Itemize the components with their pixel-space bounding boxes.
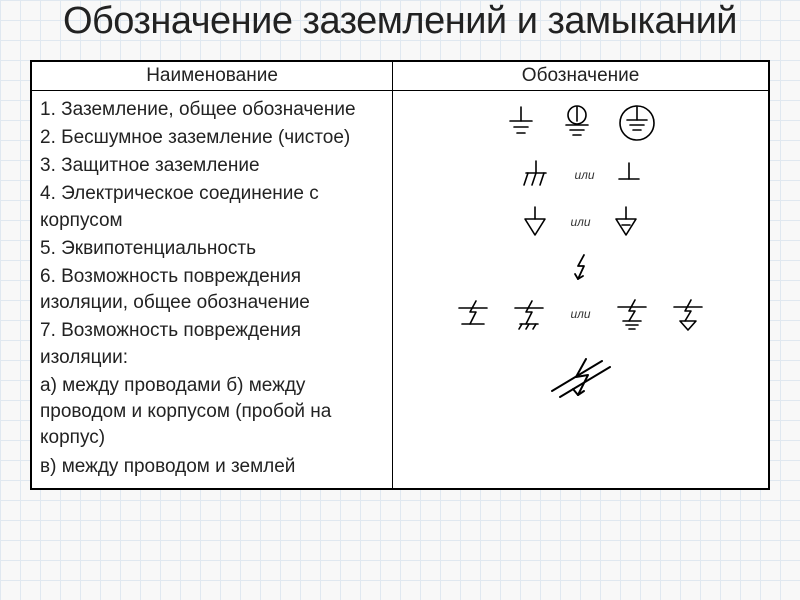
protective-earth-open-icon — [520, 205, 550, 239]
item-5: 5. Эквипотенциальность — [40, 236, 384, 262]
ili-label-5: или — [570, 307, 590, 321]
item-7: 7. Возможность повреждения изоляции: — [40, 318, 384, 370]
ground-circle-enclosed-icon — [615, 101, 659, 145]
symbol-row-3: или — [401, 205, 760, 239]
item-1: 1. Заземление, общее обозначение — [40, 97, 384, 123]
item-3: 3. Защитное заземление — [40, 153, 384, 179]
fault-general-b-icon — [512, 298, 546, 330]
equipotential-icon — [570, 253, 592, 283]
ground-general-icon — [503, 105, 539, 141]
item-6: 6. Возможность повреждения изоляции, общ… — [40, 264, 384, 316]
names-cell: 1. Заземление, общее обозначение 2. Бесш… — [31, 90, 393, 489]
symbol-row-4 — [401, 253, 760, 283]
fault-between-wires-icon — [546, 349, 616, 405]
chassis-bar-icon — [615, 161, 643, 189]
fault-general-c-icon — [615, 297, 649, 331]
symbol-row-1 — [401, 101, 760, 145]
fault-general-a-icon — [456, 298, 490, 330]
symbol-row-2: или — [401, 159, 760, 191]
ground-circle-up-icon — [557, 103, 597, 143]
chassis-rake-icon — [518, 159, 554, 191]
protective-earth-bar-icon — [611, 205, 641, 239]
item-4: 4. Электрическое соединение с корпусом — [40, 181, 384, 233]
col-name-header: Наименование — [31, 61, 393, 91]
symbol-row-5: или — [401, 297, 760, 331]
item-7a: а) между проводами б) между проводом и к… — [40, 373, 384, 452]
symbols-table: Наименование Обозначение 1. Заземление, … — [30, 60, 770, 490]
item-7v: в) между проводом и землей — [40, 454, 384, 480]
symbols-cell: или — [393, 90, 769, 489]
fault-general-d-icon — [671, 297, 705, 331]
ili-label-2: или — [574, 168, 594, 182]
col-symbol-header: Обозначение — [393, 61, 769, 91]
page-title: Обозначение заземлений и замыканий — [30, 0, 770, 44]
item-2: 2. Бесшумное заземление (чистое) — [40, 125, 384, 151]
ili-label-3: или — [570, 215, 590, 229]
symbol-row-6 — [401, 349, 760, 405]
